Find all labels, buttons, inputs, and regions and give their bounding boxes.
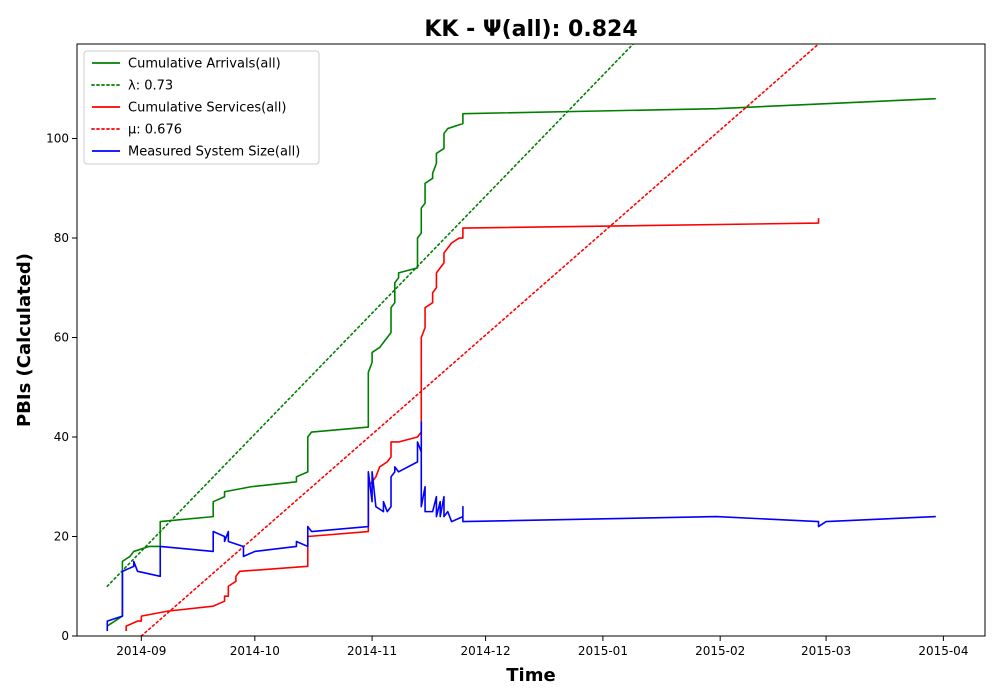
x-tick-label: 2015-04 <box>918 644 968 658</box>
series-line-4 <box>106 421 936 632</box>
x-axis-title: Time <box>506 665 555 686</box>
plot-lines <box>106 44 936 636</box>
x-axis: 2014-09 2014-10 2014-11 2014-12 2015-01 2015-… <box>116 636 968 658</box>
legend: Cumulative Arrivals(all) λ: 0.73 Cumulativ… <box>83 50 320 165</box>
x-tick-label: 2014-11 <box>347 644 397 658</box>
y-tick-label: 20 <box>54 530 69 544</box>
x-tick-label: 2014-12 <box>461 644 511 658</box>
plot-area <box>76 43 986 637</box>
y-tick-label: 100 <box>46 132 69 146</box>
y-axis: 0 20 40 60 80 100 <box>46 132 77 643</box>
legend-label: Cumulative Arrivals(all) <box>128 57 281 72</box>
legend-label: μ: 0.676 <box>128 123 182 138</box>
x-tick-label: 2015-03 <box>801 644 851 658</box>
series-line-1 <box>106 44 634 588</box>
x-tick-label: 2014-10 <box>230 644 280 658</box>
y-tick-label: 80 <box>54 231 69 245</box>
chart-title: KK - Ψ(all): 0.824 <box>424 17 637 42</box>
legend-label: Cumulative Services(all) <box>128 101 286 116</box>
series-line-3 <box>140 44 820 636</box>
x-tick-label: 2015-01 <box>578 644 628 658</box>
series-line-0 <box>106 97 936 627</box>
y-axis-title: PBIs (Calculated) <box>14 253 35 427</box>
legend-label: Measured System Size(all) <box>128 145 300 160</box>
y-tick-label: 0 <box>61 629 69 643</box>
y-tick-label: 60 <box>54 331 69 345</box>
y-tick-label: 40 <box>54 430 69 444</box>
x-tick-label: 2015-02 <box>695 644 745 658</box>
legend-label: λ: 0.73 <box>128 79 173 94</box>
x-tick-label: 2014-09 <box>116 644 166 658</box>
legend-box <box>83 50 320 165</box>
series-line-2 <box>125 218 820 632</box>
